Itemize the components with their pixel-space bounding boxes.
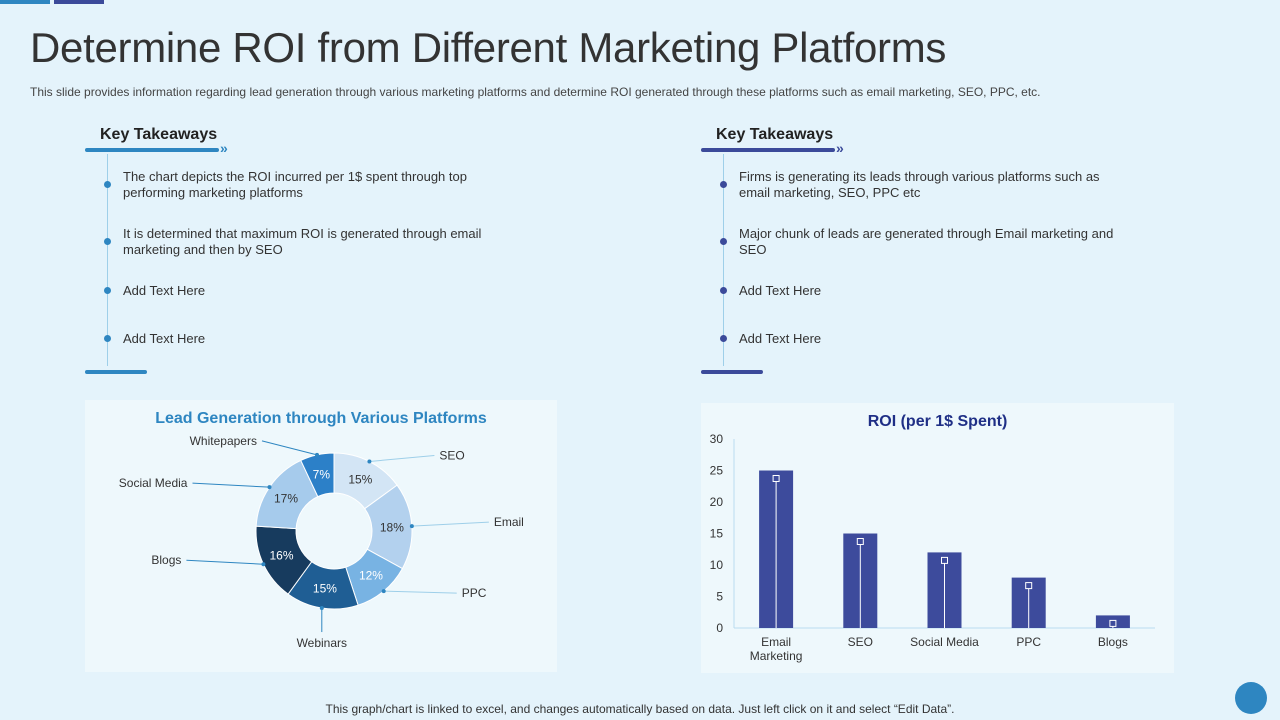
- bullet-dot: [720, 335, 727, 342]
- key-takeaways-right: Key Takeaways » Firms is generating its …: [701, 124, 1161, 380]
- accent-bar-blue: [0, 0, 50, 4]
- section-base-line: [85, 370, 147, 374]
- double-chevron-icon: »: [836, 140, 844, 156]
- donut-value-label: 7%: [313, 467, 331, 481]
- donut-value-label: 12%: [359, 569, 383, 583]
- bullet-dot: [104, 238, 111, 245]
- y-tick-label: 30: [710, 432, 724, 446]
- donut-category-label: Email: [494, 515, 524, 529]
- y-tick-label: 15: [710, 527, 724, 541]
- donut-leader-line: [186, 559, 264, 565]
- donut-category-label: PPC: [462, 586, 487, 600]
- bullet-dot: [104, 335, 111, 342]
- donut-leader-dot: [267, 485, 272, 490]
- donut-leader-dot: [314, 452, 319, 457]
- takeaway-item: Add Text Here: [123, 331, 206, 346]
- page-subtitle: This slide provides information regardin…: [30, 85, 1041, 99]
- bullet-dot: [104, 181, 111, 188]
- donut-leader-line: [383, 590, 457, 594]
- takeaway-item: The chart depicts the ROI incurred per 1…: [123, 169, 467, 200]
- key-takeaways-heading: Key Takeaways: [100, 126, 218, 143]
- donut-leader-dot: [319, 606, 324, 611]
- y-tick-label: 0: [716, 621, 723, 635]
- donut-leader-dot: [409, 524, 414, 529]
- x-tick-label: Email: [761, 635, 791, 649]
- donut-leader-line: [261, 440, 318, 456]
- takeaway-item: It is determined that maximum ROI is gen…: [123, 226, 482, 257]
- donut-category-label: Social Media: [119, 476, 188, 490]
- donut-category-label: Whitepapers: [190, 434, 257, 448]
- bar-chart-panel: ROI (per 1$ Spent) 0 5 10 15 20 25 30 Email Mark…: [701, 403, 1174, 673]
- x-tick-label: SEO: [848, 635, 873, 649]
- bar-marker: [856, 538, 864, 545]
- donut-value-label: 15%: [313, 581, 337, 595]
- donut-leader-line: [369, 455, 435, 462]
- donut-category-label: Webinars: [297, 636, 347, 650]
- footer-note: This graph/chart is linked to excel, and…: [325, 702, 955, 716]
- bullet-dot: [720, 287, 727, 294]
- section-base-line: [701, 370, 763, 374]
- heading-underline: [701, 148, 835, 152]
- donut-category-label: SEO: [439, 449, 464, 463]
- corner-decoration: [1235, 682, 1267, 714]
- x-tick-label: PPC: [1016, 635, 1041, 649]
- bullet-dot: [720, 181, 727, 188]
- takeaway-item: Major chunk of leads are generated throu…: [739, 226, 1114, 257]
- x-tick-label: Social Media: [910, 635, 979, 649]
- bullet-dot: [104, 287, 111, 294]
- donut-value-label: 17%: [274, 491, 298, 505]
- donut-chart[interactable]: 15% SEO 18% Email 12% PPC 15% Webinars 16% Blogs 1…: [85, 400, 557, 672]
- page-title: Determine ROI from Different Marketing P…: [30, 24, 947, 71]
- bar-marker: [772, 475, 780, 482]
- y-tick-label: 5: [716, 590, 723, 604]
- donut-slice[interactable]: [300, 452, 335, 498]
- donut-chart-title: Lead Generation through Various Platform…: [155, 410, 487, 427]
- takeaway-item: Add Text Here: [739, 283, 822, 298]
- donut-leader-line: [192, 482, 270, 488]
- heading-underline: [85, 148, 219, 152]
- donut-chart-panel: Lead Generation through Various Platform…: [85, 400, 557, 672]
- x-tick-label: Marketing: [750, 649, 803, 663]
- x-tick-label: Blogs: [1098, 635, 1128, 649]
- timeline-line: [107, 154, 108, 366]
- donut-value-label: 18%: [380, 520, 404, 534]
- key-takeaways-heading: Key Takeaways: [716, 126, 834, 143]
- double-chevron-icon: »: [220, 140, 228, 156]
- takeaway-item: Add Text Here: [123, 283, 206, 298]
- y-tick-label: 10: [710, 558, 724, 572]
- bar-chart-title: ROI (per 1$ Spent): [867, 413, 1008, 430]
- accent-bar-navy: [54, 0, 104, 4]
- donut-leader-line: [411, 521, 489, 527]
- takeaway-item: Add Text Here: [739, 331, 822, 346]
- bar-marker: [1109, 619, 1117, 627]
- y-tick-label: 20: [710, 495, 724, 509]
- donut-leader-dot: [367, 459, 372, 464]
- bullet-dot: [720, 238, 727, 245]
- donut-category-label: Blogs: [151, 553, 181, 567]
- bar-marker: [941, 556, 948, 564]
- donut-value-label: 16%: [270, 549, 294, 563]
- takeaway-item: Firms is generating its leads through va…: [739, 169, 1100, 200]
- bar-marker: [1025, 582, 1033, 590]
- donut-leader-dot: [261, 562, 266, 567]
- donut-leader-dot: [381, 589, 386, 594]
- y-tick-label: 25: [710, 464, 724, 478]
- timeline-line: [723, 154, 724, 366]
- donut-value-label: 15%: [348, 472, 372, 486]
- key-takeaways-left: Key Takeaways » The chart depicts the RO…: [85, 124, 545, 380]
